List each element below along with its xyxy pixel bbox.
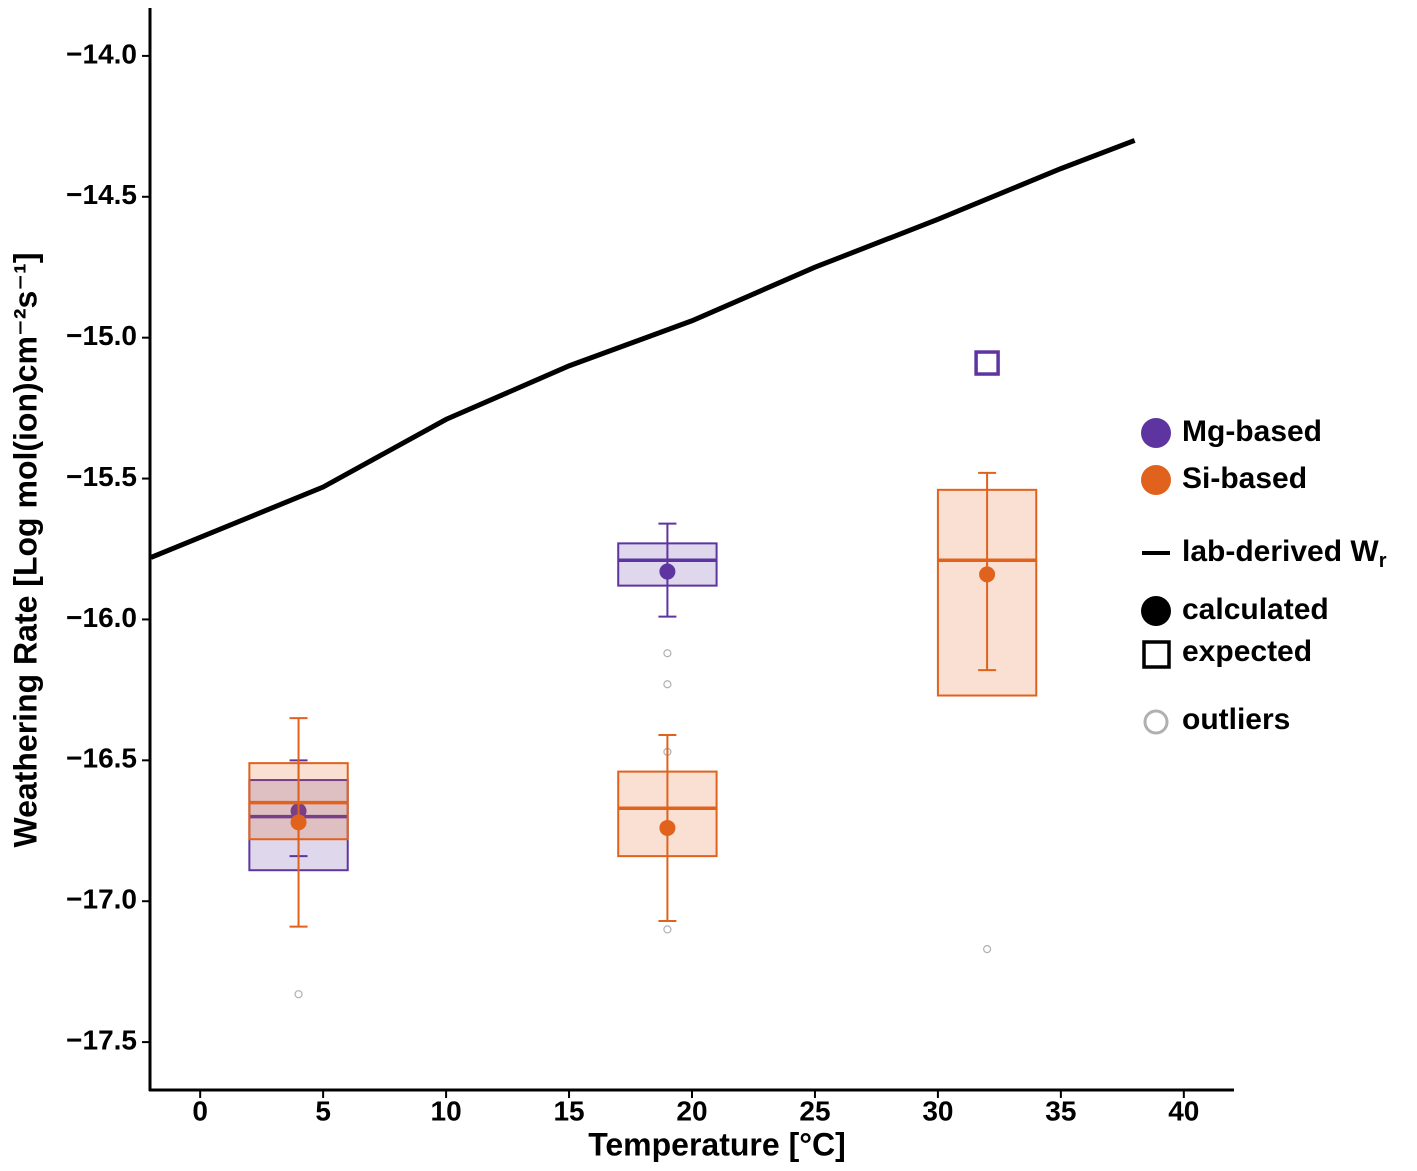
legend-swatch <box>1142 640 1171 669</box>
y-tick-label: −15.0 <box>66 320 137 351</box>
y-tick-label: −15.5 <box>66 461 137 492</box>
y-tick-label: −16.5 <box>66 743 137 774</box>
outlier <box>982 945 992 954</box>
x-tick-label: 0 <box>192 1095 208 1126</box>
legend-label: Mg-based <box>1182 415 1322 448</box>
x-axis-label: Temperature [°C] <box>588 1126 846 1162</box>
legend-swatch <box>1143 709 1169 735</box>
outlier <box>663 649 672 658</box>
outlier <box>663 925 672 934</box>
y-tick-label: −17.5 <box>66 1024 137 1055</box>
y-axis-label: Weathering Rate [Log mol(ion)cm⁻²s⁻¹] <box>7 253 43 848</box>
legend-label: calculated <box>1182 593 1329 626</box>
x-tick-label: 15 <box>553 1095 584 1126</box>
outlier <box>663 680 672 689</box>
legend-label: Si-based <box>1182 462 1307 495</box>
y-tick-label: −14.0 <box>66 38 137 69</box>
x-tick-label: 5 <box>315 1095 331 1126</box>
y-tick-label: −14.5 <box>66 179 137 210</box>
legend-swatch <box>1141 418 1171 448</box>
mean-point <box>659 563 676 580</box>
x-tick-label: 35 <box>1045 1095 1076 1126</box>
outlier <box>294 990 303 999</box>
legend-swatch <box>1141 596 1171 626</box>
x-tick-label: 10 <box>431 1095 462 1126</box>
expected-point <box>974 350 1000 376</box>
legend-label-main: lab-derived W <box>1182 535 1379 568</box>
mean-point <box>659 819 676 836</box>
legend-label: outliers <box>1182 703 1290 736</box>
legend-label-sub: r <box>1379 550 1387 572</box>
legend-label: expected <box>1182 635 1312 668</box>
mean-point <box>979 566 996 583</box>
y-tick-label: −17.0 <box>66 884 137 915</box>
x-tick-label: 25 <box>799 1095 830 1126</box>
mean-point <box>290 814 307 831</box>
x-tick-label: 20 <box>676 1095 707 1126</box>
y-tick-label: −16.0 <box>66 602 137 633</box>
x-tick-label: 40 <box>1168 1095 1199 1126</box>
legend-label: lab-derived Wr <box>1182 535 1387 572</box>
legend-swatch <box>1141 465 1171 495</box>
x-tick-label: 30 <box>922 1095 953 1126</box>
lab-line <box>150 138 1136 560</box>
